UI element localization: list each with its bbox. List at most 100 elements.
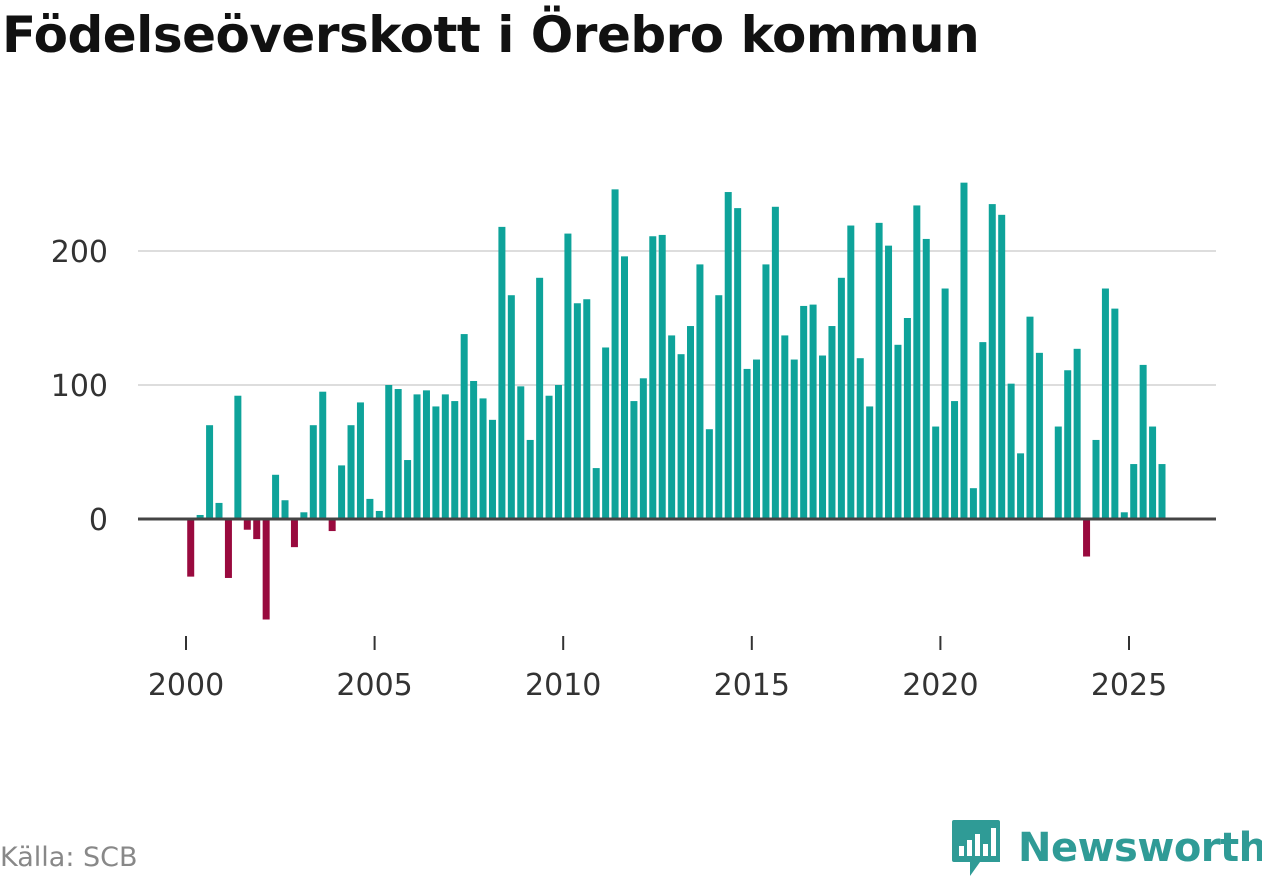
bar <box>781 335 789 519</box>
bar <box>866 406 874 519</box>
bar <box>913 205 921 519</box>
bar <box>488 419 496 519</box>
bar <box>630 401 638 519</box>
bar <box>243 519 251 530</box>
bar <box>394 389 402 519</box>
bar <box>536 277 544 519</box>
bar <box>922 238 930 519</box>
x-tick-label: 2010 <box>525 668 601 703</box>
bar <box>668 335 676 519</box>
brand-logo[interactable]: Newsworthy <box>950 818 1262 878</box>
bar <box>338 465 346 519</box>
bar <box>526 439 534 519</box>
bar <box>253 519 261 540</box>
bar <box>366 498 374 519</box>
bar <box>800 305 808 519</box>
bar <box>715 295 723 519</box>
bar <box>762 264 770 519</box>
bar <box>234 395 242 519</box>
bar <box>809 304 817 519</box>
bar <box>1007 383 1015 519</box>
bar <box>1139 364 1147 519</box>
bar <box>951 401 959 519</box>
bar <box>583 299 591 519</box>
bar <box>375 510 383 519</box>
bar <box>498 226 506 519</box>
bar-layer <box>187 182 1166 620</box>
bar <box>262 519 270 620</box>
bar <box>677 354 685 519</box>
bar <box>828 326 836 519</box>
y-tick-label: 100 <box>51 369 108 404</box>
bar <box>356 402 364 519</box>
brand-name: Newsworthy <box>1018 825 1262 871</box>
bar <box>1092 439 1100 519</box>
bar <box>743 368 751 519</box>
bar <box>941 288 949 519</box>
bar <box>300 512 308 519</box>
bar <box>328 519 336 532</box>
bar <box>998 214 1006 519</box>
grid-layer <box>138 250 1216 386</box>
bar <box>451 401 459 519</box>
bar <box>573 303 581 519</box>
bar <box>517 386 525 519</box>
bar <box>319 391 327 519</box>
bar <box>932 426 940 519</box>
bar <box>611 189 619 520</box>
bar <box>1026 316 1034 519</box>
bar <box>215 502 223 519</box>
bar <box>847 225 855 520</box>
bar <box>290 519 298 548</box>
bar <box>658 234 666 520</box>
bar <box>705 429 713 519</box>
bar <box>1064 370 1072 519</box>
bar <box>639 378 647 519</box>
bar <box>1083 519 1091 557</box>
x-tick-label: 2015 <box>714 668 790 703</box>
bar <box>1017 453 1025 519</box>
axis-layer: 0 100 200 2000 2005 2010 2015 2020 2025 <box>51 235 1216 703</box>
bar <box>602 347 610 519</box>
bar <box>404 460 412 519</box>
bar <box>1111 308 1119 519</box>
bar <box>903 318 911 519</box>
x-tick-label: 2000 <box>148 668 224 703</box>
bar <box>272 474 280 519</box>
bar <box>413 394 421 519</box>
bar <box>432 406 440 519</box>
bar <box>1158 464 1166 519</box>
bar <box>545 395 553 519</box>
bar <box>187 519 195 577</box>
bar <box>592 468 600 519</box>
bar <box>507 295 515 519</box>
bar <box>1101 288 1109 519</box>
bar <box>196 514 204 519</box>
chart-title: Födelseöverskott i Örebro kommun <box>2 6 980 64</box>
bar <box>620 256 628 519</box>
bar <box>771 206 779 519</box>
bar <box>979 342 987 519</box>
bar <box>460 334 468 519</box>
bar <box>309 425 317 519</box>
bar <box>885 245 893 519</box>
y-tick-label: 200 <box>51 235 108 270</box>
bar <box>1149 426 1157 519</box>
bar <box>687 326 695 519</box>
bar <box>734 208 742 519</box>
bar <box>347 425 355 519</box>
bar <box>422 390 430 519</box>
bar <box>753 359 761 519</box>
source-label: Källa: SCB <box>0 842 138 873</box>
bar <box>875 222 883 520</box>
bar <box>441 394 449 519</box>
bar <box>790 359 798 519</box>
bar <box>1073 348 1081 519</box>
bar <box>564 233 572 519</box>
bar <box>856 358 864 519</box>
x-tick-label: 2020 <box>902 668 978 703</box>
bar <box>696 264 704 519</box>
x-tick-label: 2025 <box>1091 668 1167 703</box>
bar <box>988 204 996 519</box>
bar <box>969 488 977 519</box>
